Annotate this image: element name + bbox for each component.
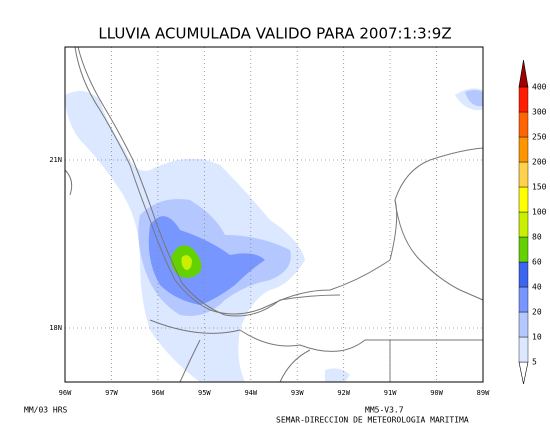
colorbar-end bbox=[518, 361, 529, 385]
graticule: 96W 97W 96W 95W 94W 93W 92W 91W 90W 89W 21N 18N bbox=[49, 47, 490, 397]
colorbar-label: 60 bbox=[532, 258, 542, 267]
colorbar-swatch bbox=[518, 311, 529, 338]
colorbar-label: 40 bbox=[532, 283, 542, 292]
lon-label: 97W bbox=[105, 389, 118, 397]
lon-label: 95W bbox=[198, 389, 211, 397]
footer-agency: SEMAR-DIRECCION DE METEOROLOGIA MARITIMA bbox=[276, 416, 469, 425]
map-frame bbox=[64, 46, 484, 383]
lon-label: 94W bbox=[244, 389, 257, 397]
colorbar-swatch bbox=[518, 336, 529, 363]
lon-label: 96W bbox=[59, 389, 72, 397]
colorbar-swatch bbox=[518, 261, 529, 288]
colorbar: 5 10 20 40 60 80 100 150 200 250 300 400 bbox=[518, 59, 547, 385]
colorbar-swatch bbox=[518, 286, 529, 313]
colorbar-label: 300 bbox=[532, 108, 547, 117]
coastline bbox=[64, 46, 484, 383]
colorbar-swatch bbox=[518, 211, 529, 238]
colorbar-swatch bbox=[518, 236, 529, 263]
colorbar-label: 10 bbox=[532, 333, 542, 342]
colorbar-label: 5 bbox=[532, 358, 537, 367]
lat-label: 21N bbox=[49, 156, 62, 164]
lon-label: 96W bbox=[152, 389, 165, 397]
colorbar-label: 200 bbox=[532, 158, 547, 167]
precipitation bbox=[65, 88, 483, 382]
colorbar-end bbox=[518, 59, 529, 88]
colorbar-swatch bbox=[518, 186, 529, 213]
colorbar-swatch bbox=[518, 136, 529, 163]
footer-model: MM5-V3.7 bbox=[365, 406, 404, 415]
colorbar-label: 80 bbox=[532, 233, 542, 242]
colorbar-label: 100 bbox=[532, 208, 547, 217]
colorbar-swatch bbox=[518, 161, 529, 188]
colorbar-label: 400 bbox=[532, 83, 547, 92]
colorbar-label: 150 bbox=[532, 183, 547, 192]
lon-label: 93W bbox=[291, 389, 304, 397]
title: LLUVIA ACUMULADA VALIDO PARA 2007:1:3:9Z bbox=[98, 25, 451, 43]
footer-left: MM/03 HRS bbox=[24, 406, 68, 415]
colorbar-label: 20 bbox=[532, 308, 542, 317]
colorbar-swatch bbox=[518, 86, 529, 113]
lon-label: 89W bbox=[477, 389, 490, 397]
lon-label: 92W bbox=[337, 389, 350, 397]
lat-label: 18N bbox=[49, 324, 62, 332]
colorbar-label: 250 bbox=[532, 133, 547, 142]
colorbar-swatch bbox=[518, 111, 529, 138]
lon-label: 90W bbox=[430, 389, 443, 397]
lon-label: 91W bbox=[384, 389, 397, 397]
